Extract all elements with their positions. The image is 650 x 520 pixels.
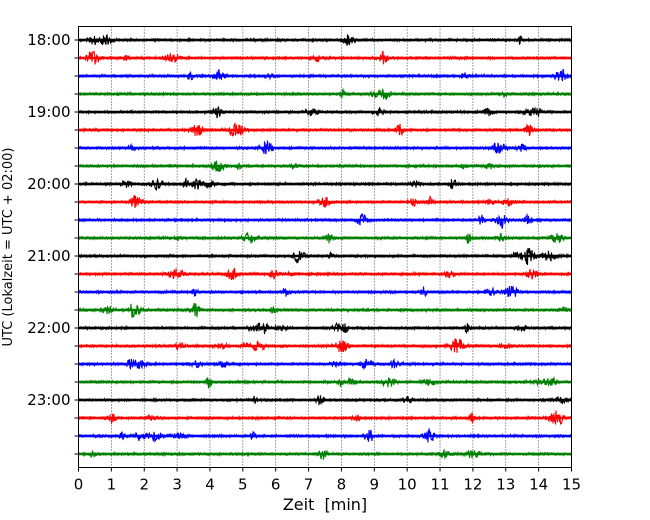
x-axis-label: Zeit [min] (283, 495, 367, 514)
trace-lines (77, 33, 573, 460)
x-tick-label: 3 (172, 476, 182, 494)
y-tick-label: 21:00 (27, 247, 70, 265)
x-tick-label: 8 (337, 476, 347, 494)
y-tick-label: 23:00 (27, 391, 70, 409)
y-tick-label: 18:00 (27, 31, 70, 49)
y-tick-label: 19:00 (27, 103, 70, 121)
x-tick-label: 13 (496, 476, 515, 494)
x-tick-label: 15 (562, 476, 581, 494)
x-axis-ticks: 0 1 2 3 4 5 6 7 8 9 10 11 12 13 14 15 (74, 467, 581, 494)
x-tick-label: 14 (529, 476, 548, 494)
y-tick-label: 20:00 (27, 175, 70, 193)
grid-lines (111, 26, 539, 468)
x-tick-label: 12 (463, 476, 482, 494)
x-tick-label: 11 (430, 476, 449, 494)
x-tick-label: 6 (271, 476, 281, 494)
x-tick-label: 2 (139, 476, 149, 494)
x-tick-label: 10 (398, 476, 417, 494)
y-tick-label: 22:00 (27, 319, 70, 337)
x-tick-label: 0 (74, 476, 84, 494)
x-tick-label: 4 (205, 476, 215, 494)
y-axis-ticks: 18:00 19:00 20:00 21:00 22:00 23:00 (27, 31, 79, 455)
plot-frame (78, 26, 572, 468)
x-tick-label: 7 (304, 476, 314, 494)
x-tick-label: 9 (370, 476, 380, 494)
x-tick-label: 1 (107, 476, 117, 494)
x-tick-label: 5 (238, 476, 248, 494)
y-axis-label: UTC (Lokalzeit = UTC + 02:00) (1, 148, 16, 347)
